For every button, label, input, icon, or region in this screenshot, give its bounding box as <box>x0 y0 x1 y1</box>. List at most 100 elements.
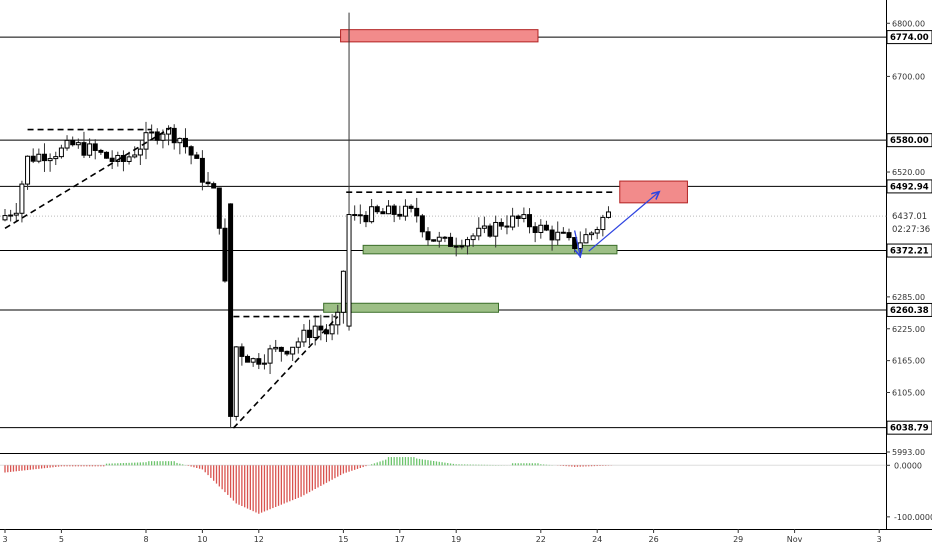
candle-body <box>402 205 408 217</box>
red-zone <box>340 29 539 43</box>
candle-body <box>431 239 437 242</box>
candle-body <box>487 225 493 237</box>
candle-body <box>160 133 166 141</box>
candle-body <box>442 236 448 239</box>
candle-body <box>470 235 476 241</box>
time-axis[interactable]: 3 5 8 10 12 15 17 19 22 24 26 29 Nov 3 <box>0 529 932 544</box>
price-badge-label: 6492.94 <box>890 182 929 192</box>
time-tick-label: 10 <box>197 535 207 544</box>
time-tick-label: 12 <box>254 535 264 544</box>
candle-body <box>453 245 459 248</box>
time-tick-label: 29 <box>733 535 743 544</box>
candle-body <box>476 227 482 237</box>
candle-body <box>397 213 403 217</box>
price-tick-label: 6285.00 <box>892 293 925 302</box>
candle-body <box>188 146 194 156</box>
candle-body <box>126 156 132 162</box>
candle-body <box>566 232 572 239</box>
candle-body <box>143 132 149 150</box>
last-price-badge <box>887 209 932 235</box>
time-tick-label: 17 <box>395 535 405 544</box>
candle-body <box>75 142 81 146</box>
candle-body <box>284 350 290 355</box>
price-badge <box>886 133 932 148</box>
candle-body <box>583 234 589 244</box>
zones <box>323 29 688 313</box>
candle-body <box>132 154 138 158</box>
candle-body <box>521 214 527 219</box>
candle-body <box>109 157 115 162</box>
price-badge-label: 6774.00 <box>890 33 929 43</box>
candle-body <box>222 227 228 282</box>
candle-body <box>605 211 611 218</box>
candle-body <box>261 362 267 365</box>
candle-body <box>245 355 251 363</box>
candle-body <box>560 231 566 234</box>
candle-body <box>425 231 431 241</box>
time-tick-label: 26 <box>649 535 659 544</box>
price-tick-label: 6800.00 <box>892 19 925 28</box>
green-zone <box>362 244 618 255</box>
candle-body <box>549 229 555 241</box>
candle-body <box>307 329 313 338</box>
price-badge-label: 6260.38 <box>890 306 929 316</box>
candle-body <box>171 127 177 144</box>
price-badge-label: 6580.00 <box>890 136 929 146</box>
candle-body <box>374 206 380 213</box>
candle-body <box>527 214 533 228</box>
candle-body <box>137 148 143 156</box>
time-tick-label: Nov <box>787 535 803 544</box>
price-badge-label: 6372.21 <box>890 247 929 257</box>
price-tick-label: 6520.00 <box>892 168 925 177</box>
candle-body <box>335 311 341 326</box>
candle-body <box>233 346 239 417</box>
candle-body <box>329 324 335 335</box>
last-price-label: 6437.01 <box>892 212 927 222</box>
price-badge-label: 6038.79 <box>890 424 929 434</box>
candle-body <box>199 157 205 183</box>
candle-body <box>30 155 36 162</box>
candle-body <box>13 212 19 216</box>
candle-body <box>64 139 70 149</box>
candle-body <box>104 151 110 159</box>
time-tick-label: 15 <box>338 535 348 544</box>
candle-body <box>340 270 346 313</box>
price-tick-label: 6165.00 <box>892 357 925 366</box>
candle-body <box>8 214 14 217</box>
candle-body <box>98 149 104 153</box>
candle-body <box>600 216 606 231</box>
candle-body <box>419 215 425 233</box>
time-tick-label: 19 <box>451 535 461 544</box>
candle-body <box>47 158 53 162</box>
candle-body <box>346 214 352 327</box>
candle-body <box>92 143 98 151</box>
trendlines <box>4 126 659 429</box>
candle-body <box>273 346 279 350</box>
candle-body <box>87 143 93 156</box>
candle-body <box>448 236 454 247</box>
candle-body <box>295 341 301 348</box>
price-badge <box>886 420 932 435</box>
candle-body <box>481 225 487 229</box>
candle-body <box>408 205 414 209</box>
candle-body <box>182 137 188 148</box>
candle-body <box>216 187 222 229</box>
candle-body <box>81 142 87 156</box>
price-axis[interactable]: 6800.00 6700.00 6580.00 6520.00 6437.01 6285.… <box>886 0 932 530</box>
candle-body <box>493 221 499 237</box>
candle-body <box>250 358 256 363</box>
oscillator-pane <box>0 457 886 514</box>
price-tick-label: 6700.00 <box>892 72 925 81</box>
candle-body <box>53 156 59 160</box>
price-badge <box>886 179 932 194</box>
candle-body <box>120 154 126 162</box>
candle-body <box>532 226 538 233</box>
candle-body <box>194 154 200 159</box>
candle-body <box>369 206 375 223</box>
time-tick-label: 22 <box>536 535 546 544</box>
candle-body <box>318 325 324 331</box>
candle-body <box>36 153 42 162</box>
candle-body <box>154 131 160 141</box>
candle-body <box>25 155 31 185</box>
